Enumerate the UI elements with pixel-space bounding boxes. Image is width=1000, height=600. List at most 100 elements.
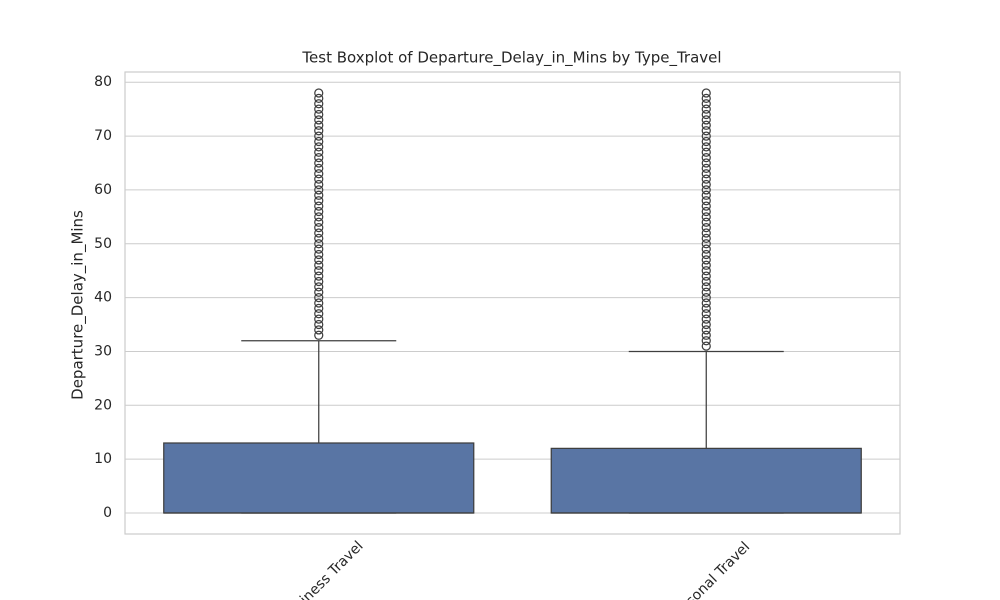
outlier <box>314 169 324 179</box>
outlier <box>314 104 324 114</box>
x-tick-label: Business Travel <box>279 538 367 600</box>
outlier <box>701 249 711 260</box>
y-tick-label: 60 <box>94 182 112 198</box>
y-tick-label: 50 <box>94 236 112 252</box>
outlier <box>701 255 711 265</box>
outlier <box>314 287 324 297</box>
outlier <box>701 179 711 190</box>
outlier <box>314 136 324 147</box>
outlier <box>314 190 324 200</box>
outlier <box>701 244 711 254</box>
outlier <box>314 276 324 287</box>
outlier <box>701 325 711 335</box>
outlier <box>701 158 711 168</box>
outlier <box>701 147 711 157</box>
outlier <box>314 131 324 141</box>
outlier <box>314 163 324 174</box>
outlier <box>314 303 324 314</box>
outlier <box>314 271 324 281</box>
outlier <box>314 206 324 217</box>
outlier <box>314 120 324 130</box>
outlier <box>701 233 711 244</box>
outlier <box>314 201 324 211</box>
outlier <box>701 287 711 297</box>
y-tick-label: 20 <box>94 397 112 413</box>
y-tick-label: 70 <box>94 128 112 144</box>
outlier <box>701 260 711 270</box>
outlier <box>314 222 324 233</box>
outlier <box>314 93 324 104</box>
outlier <box>701 217 711 227</box>
outlier <box>314 152 324 163</box>
outlier <box>701 314 711 324</box>
outlier <box>701 88 711 98</box>
outlier <box>701 174 711 184</box>
outlier <box>314 249 324 260</box>
outlier <box>701 109 711 120</box>
outlier <box>314 330 324 340</box>
outlier <box>701 185 711 195</box>
outlier <box>314 109 324 120</box>
outlier <box>314 147 324 157</box>
outlier <box>701 206 711 217</box>
outlier <box>701 104 711 114</box>
outlier <box>314 233 324 244</box>
outlier <box>314 292 324 303</box>
outlier <box>314 239 324 249</box>
outlier <box>701 131 711 141</box>
outlier <box>314 266 324 276</box>
y-tick-label: 10 <box>94 451 112 467</box>
y-tick-label: 0 <box>103 505 112 521</box>
y-tick-label: 80 <box>94 74 112 90</box>
outlier <box>701 163 711 174</box>
outlier <box>314 179 324 190</box>
x-tick-label: Personal Travel <box>667 539 753 600</box>
outlier <box>314 212 324 222</box>
outlier <box>314 244 324 254</box>
outlier <box>701 196 711 206</box>
outlier <box>701 190 711 200</box>
outlier <box>701 319 711 330</box>
outlier <box>701 201 711 211</box>
box <box>550 447 862 514</box>
outlier <box>701 115 711 125</box>
outlier <box>701 99 711 109</box>
outlier <box>701 330 711 340</box>
outlier <box>701 120 711 130</box>
outlier <box>701 341 711 351</box>
outlier <box>314 314 324 324</box>
outlier <box>314 142 324 152</box>
outlier <box>701 309 711 319</box>
outlier <box>314 88 324 98</box>
outlier <box>701 93 711 104</box>
outlier <box>314 99 324 109</box>
outlier <box>314 174 324 184</box>
outlier <box>701 136 711 147</box>
outlier <box>314 260 324 270</box>
outlier <box>701 271 711 281</box>
outlier <box>314 217 324 227</box>
outlier <box>701 298 711 308</box>
chart-title: Test Boxplot of Departure_Delay_in_Mins … <box>301 49 721 68</box>
outlier <box>314 228 324 238</box>
outlier <box>701 222 711 233</box>
outlier <box>701 169 711 179</box>
outlier <box>701 142 711 152</box>
outlier <box>701 126 711 136</box>
outlier <box>314 115 324 125</box>
outlier <box>701 152 711 163</box>
outlier <box>701 276 711 287</box>
outlier <box>701 336 711 346</box>
outlier <box>314 196 324 206</box>
outlier <box>314 319 324 330</box>
plot-frame <box>124 71 901 535</box>
box <box>163 442 475 514</box>
outlier <box>701 228 711 238</box>
y-tick-label: 40 <box>94 290 112 306</box>
outlier <box>314 298 324 308</box>
outlier <box>701 239 711 249</box>
y-axis-label: Departure_Delay_in_Mins <box>69 210 88 400</box>
outlier <box>701 266 711 276</box>
outlier <box>314 282 324 292</box>
